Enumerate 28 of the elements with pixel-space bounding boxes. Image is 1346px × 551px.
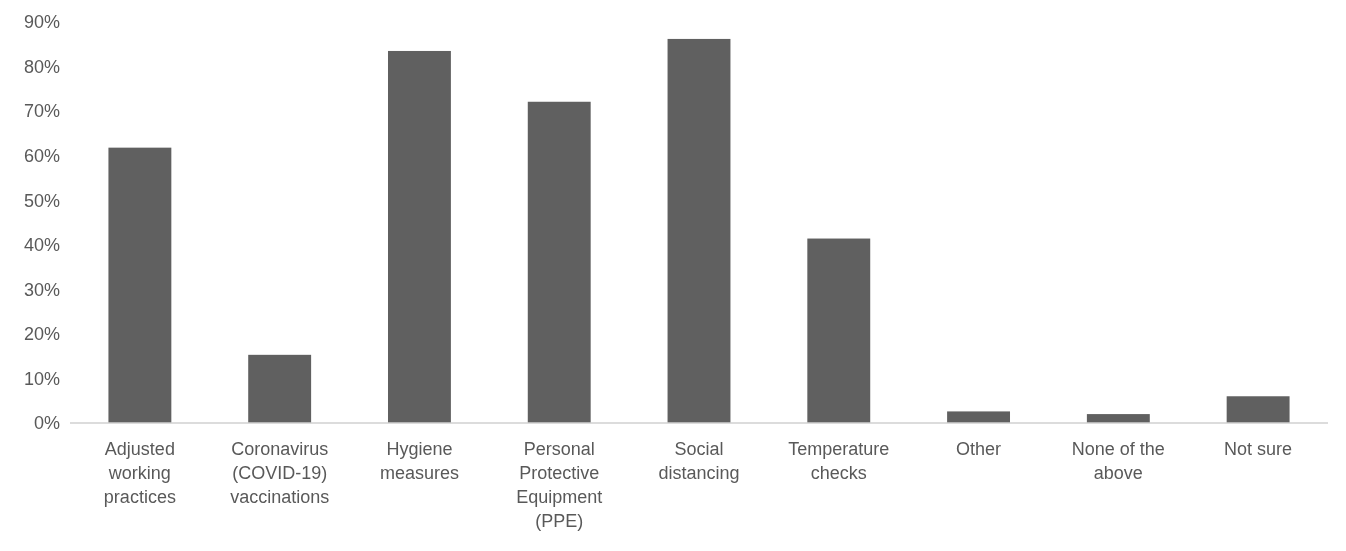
bar <box>1226 396 1290 423</box>
y-tick-label: 60% <box>23 145 60 166</box>
x-tick-label: Not sure <box>1224 439 1293 459</box>
x-tick-label: Social distancing <box>658 439 740 483</box>
y-tick-label: 0% <box>33 413 60 434</box>
x-tick-label: Coronavirus (COVID-19) vaccinations <box>230 439 330 507</box>
bar <box>527 101 591 423</box>
y-tick-label: 70% <box>23 101 60 122</box>
bar <box>947 411 1011 423</box>
y-tick-label: 90% <box>23 12 60 33</box>
bar <box>807 238 871 423</box>
y-tick-label: 40% <box>23 235 60 256</box>
y-tick-label: 80% <box>23 56 60 77</box>
x-tick-label: Adjusted working practices <box>103 439 176 507</box>
y-tick-label: 50% <box>23 190 60 211</box>
bar <box>1086 414 1150 423</box>
bar <box>108 147 172 423</box>
bar <box>387 50 451 423</box>
y-tick-label: 10% <box>23 368 60 389</box>
bar <box>248 354 312 423</box>
y-tick-label: 20% <box>23 324 60 345</box>
x-tick-label: None of the above <box>1071 439 1165 483</box>
x-tick-label: Other <box>956 439 1002 459</box>
y-tick-label: 30% <box>23 279 60 300</box>
x-tick-label: Hygiene measures <box>379 439 459 483</box>
x-tick-label: Temperature checks <box>788 439 890 483</box>
bar <box>667 38 731 423</box>
x-tick-label: Personal Protective Equipment (PPE) <box>516 439 603 531</box>
